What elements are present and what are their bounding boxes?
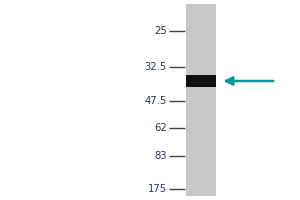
Bar — [186, 75, 216, 86]
Text: 47.5: 47.5 — [144, 96, 166, 106]
Text: 25: 25 — [154, 26, 167, 36]
Text: 32.5: 32.5 — [144, 62, 166, 72]
Text: 83: 83 — [154, 151, 167, 161]
Text: 62: 62 — [154, 123, 167, 133]
Text: 175: 175 — [147, 184, 167, 194]
Bar — [186, 4, 216, 196]
